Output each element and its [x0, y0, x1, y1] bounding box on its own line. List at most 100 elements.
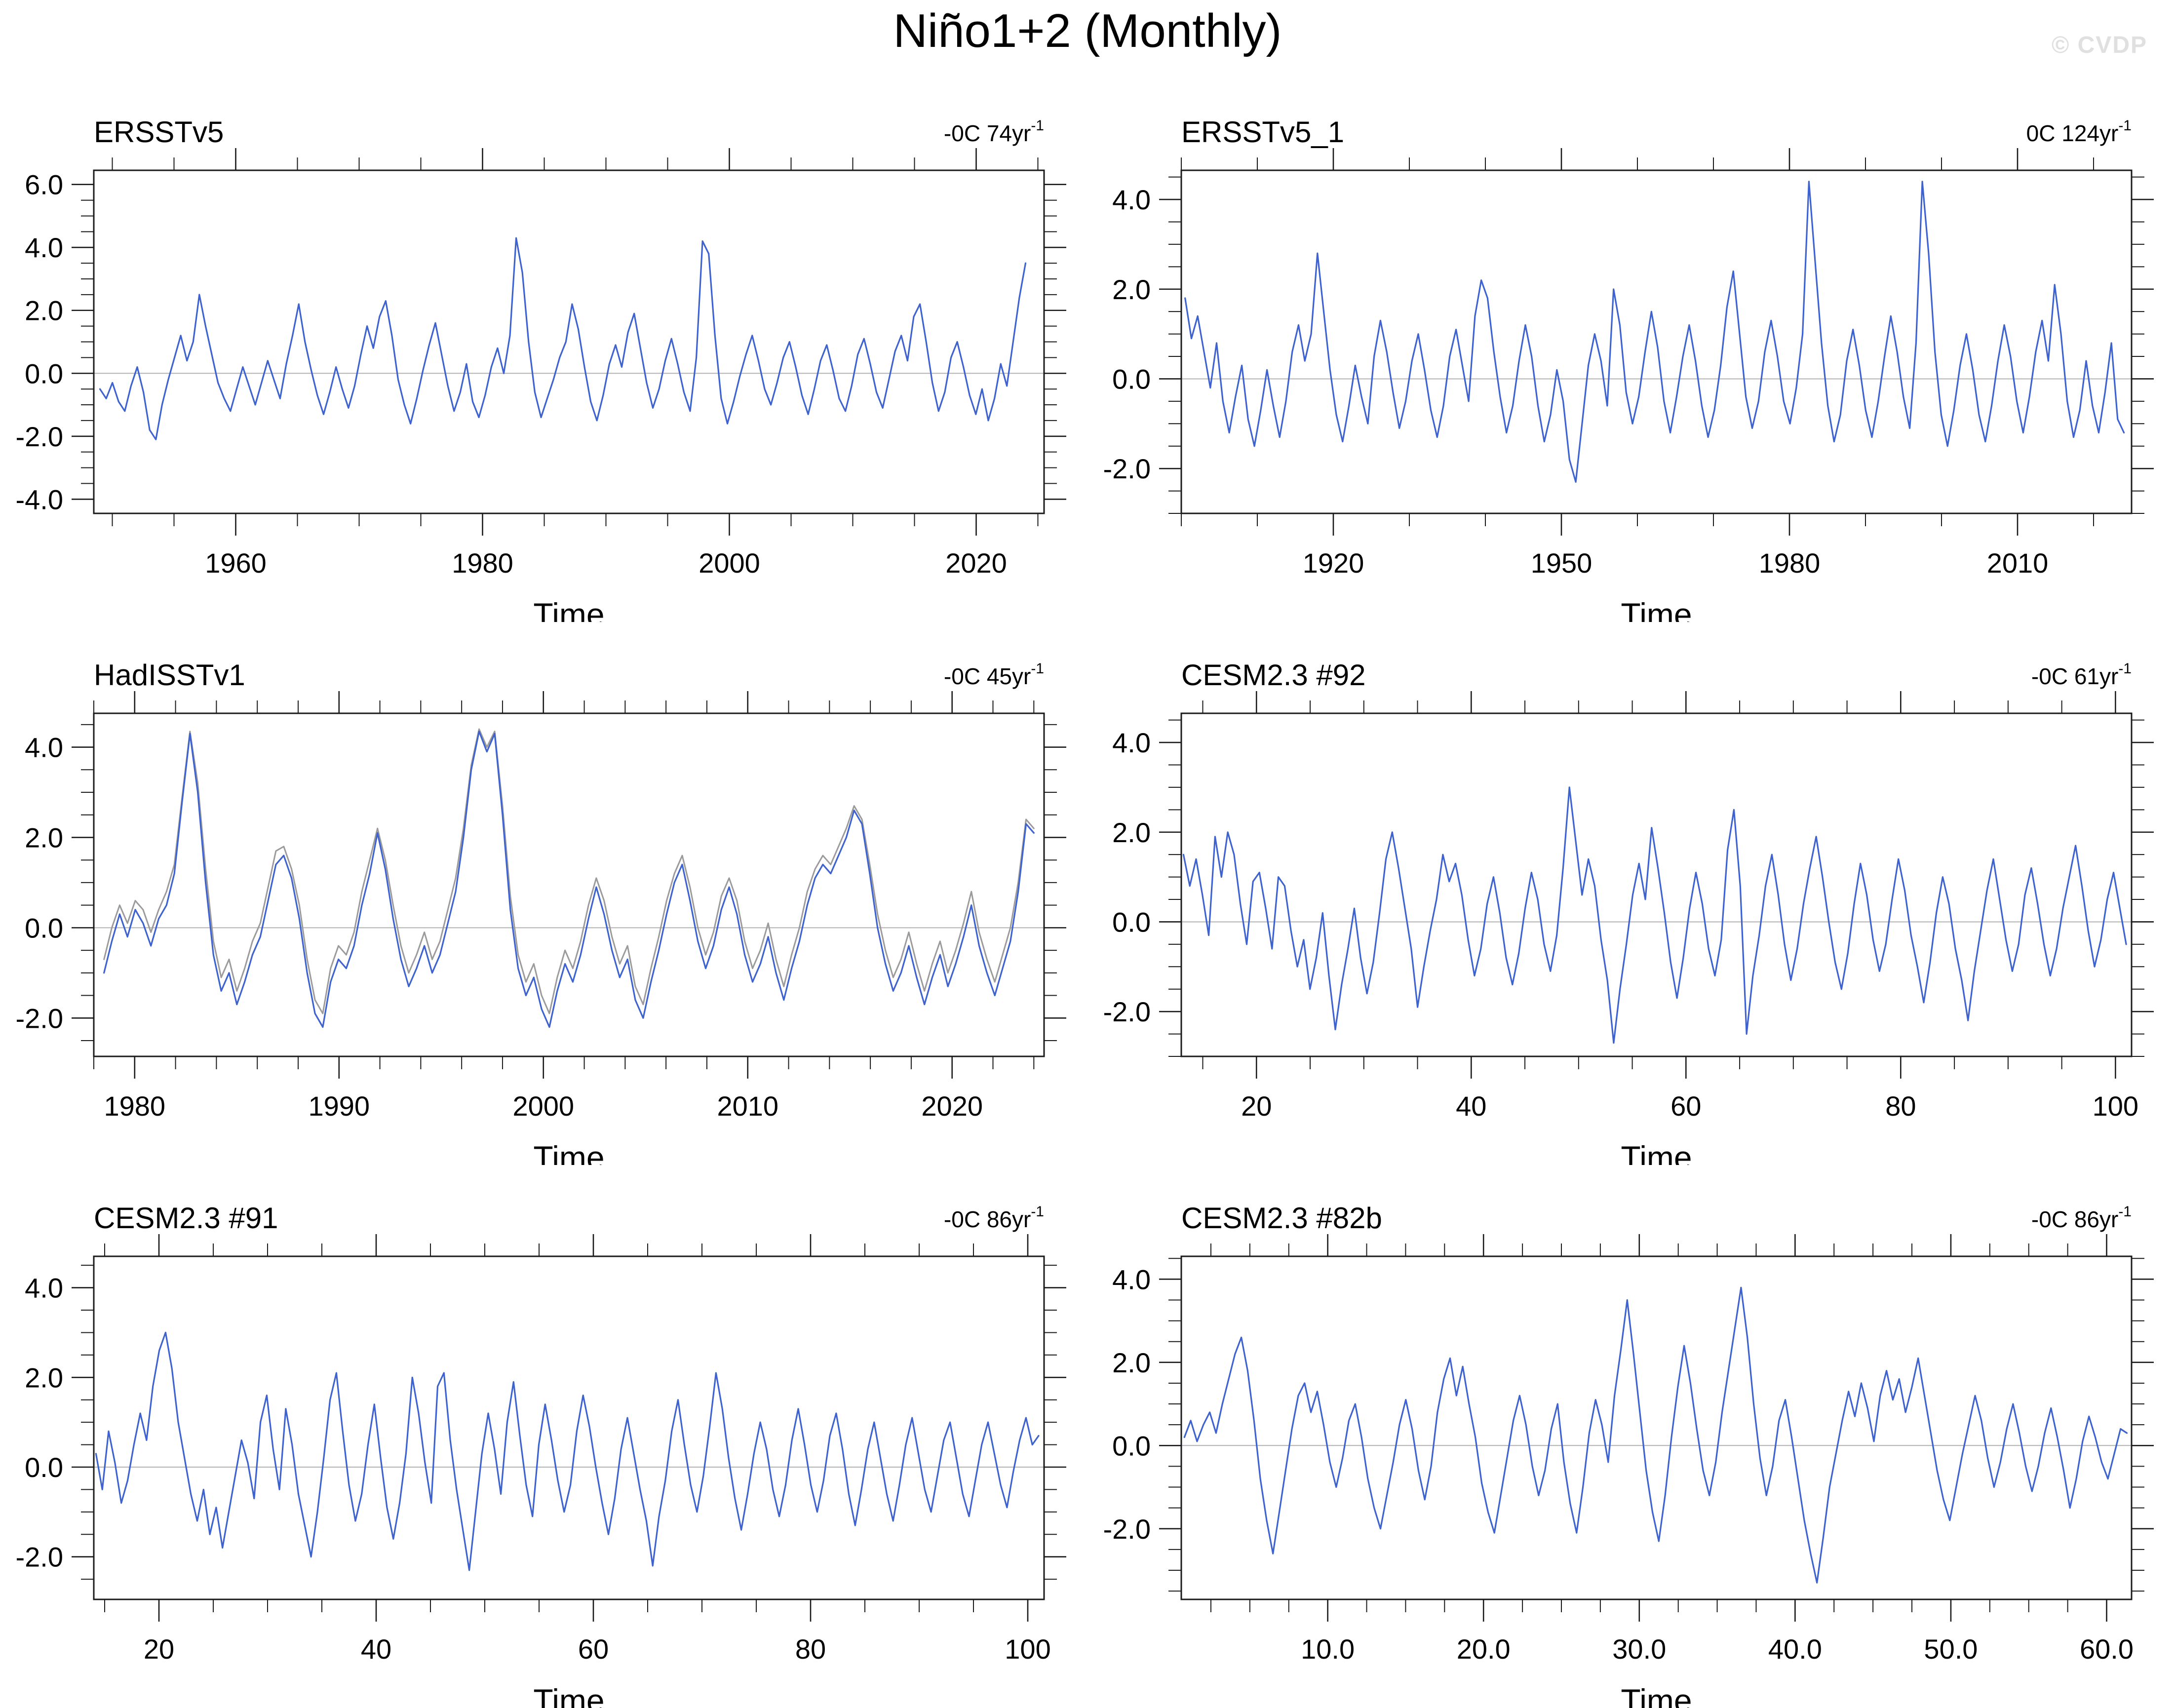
- x-tick-label: 80: [1885, 1090, 1916, 1122]
- y-tick-label: 0.0: [25, 912, 63, 943]
- x-tick-label: 80: [795, 1633, 826, 1665]
- chart-panel-5: -2.0 0.0 2.0 4.0 20 40 60 80 100 CESM2.3 #91 -0C 8…: [0, 1165, 1088, 1708]
- y-tick-label: -4.0: [16, 484, 64, 515]
- time-series-plot: -2.0 0.0 2.0 4.0 20 40 60 80 100 CESM2.3 #92 -0C 6…: [1103, 659, 2154, 1165]
- y-tick-label: 2.0: [25, 1362, 63, 1393]
- y-tick-label: 0.0: [25, 1452, 63, 1483]
- series-line-primary: [103, 731, 1035, 1028]
- time-series-plot: -2.0 0.0 2.0 4.0 1980 1990 2000 2010 2020 HadISST…: [16, 659, 1066, 1165]
- x-tick-label: 20: [1241, 1090, 1272, 1122]
- panel-title: HadISSTv1: [94, 659, 245, 692]
- series-line-primary: [95, 1331, 1040, 1571]
- x-tick-label: 2020: [945, 547, 1007, 579]
- y-tick-label: 4.0: [1112, 184, 1151, 215]
- x-axis-label: Time: [533, 1682, 604, 1708]
- charts-grid: -4.0 -2.0 0.0 2.0 4.0 6.0 1960 1980 2000 2020 ERSS…: [0, 79, 2175, 1708]
- y-tick-label: 0.0: [25, 358, 63, 389]
- x-axis-label: Time: [1621, 1682, 1692, 1708]
- chart-panel-2: -2.0 0.0 2.0 4.0 1920 1950 1980 2010 ERSSTv5_1 0C…: [1088, 79, 2175, 622]
- plot-frame: [1180, 712, 2133, 1057]
- x-tick-label: 20.0: [1457, 1633, 1511, 1665]
- trend-annotation: 0C 124yr-1: [2026, 117, 2132, 146]
- panel-title: CESM2.3 #91: [94, 1202, 278, 1235]
- x-axis-label: Time: [1621, 1139, 1692, 1165]
- page-title: Niño1+2 (Monthly): [893, 4, 1282, 57]
- x-tick-label: 1980: [1759, 547, 1821, 579]
- y-tick-label: 2.0: [1112, 817, 1151, 848]
- chart-panel-3: -2.0 0.0 2.0 4.0 1980 1990 2000 2010 2020 HadISST…: [0, 622, 1088, 1165]
- time-series-plot: -2.0 0.0 2.0 4.0 1920 1950 1980 2010 ERSSTv5_1 0C…: [1103, 116, 2154, 622]
- y-tick-label: 2.0: [1112, 1347, 1151, 1378]
- y-tick-label: -2.0: [1103, 996, 1151, 1027]
- y-tick-label: 4.0: [1112, 727, 1151, 758]
- panel-title: ERSSTv5: [94, 116, 224, 149]
- panel-title: CESM2.3 #92: [1181, 659, 1366, 692]
- y-tick-label: 4.0: [25, 732, 63, 763]
- y-tick-label: 6.0: [25, 169, 63, 200]
- x-tick-label: 1950: [1531, 547, 1592, 579]
- cvdp-watermark: © CVDP: [2051, 32, 2147, 58]
- x-tick-label: 40: [1456, 1090, 1486, 1122]
- chart-panel-4: -2.0 0.0 2.0 4.0 20 40 60 80 100 CESM2.3 #92 -0C 6…: [1088, 622, 2175, 1165]
- x-tick-label: 50.0: [1924, 1633, 1978, 1665]
- x-tick-label: 1960: [205, 547, 267, 579]
- trend-annotation: -0C 45yr-1: [944, 660, 1044, 689]
- x-tick-label: 60: [1670, 1090, 1701, 1122]
- y-tick-label: -2.0: [1103, 1514, 1151, 1545]
- y-tick-label: -2.0: [1103, 453, 1151, 484]
- panel-title: CESM2.3 #82b: [1181, 1202, 1382, 1235]
- series-line-primary: [1183, 1286, 2128, 1584]
- y-tick-label: -2.0: [16, 421, 64, 452]
- y-tick-label: 2.0: [1112, 274, 1151, 305]
- x-tick-label: 60.0: [2080, 1633, 2134, 1665]
- x-tick-label: 2020: [921, 1090, 983, 1122]
- plot-frame: [1180, 1255, 2133, 1600]
- time-series-plot: -2.0 0.0 2.0 4.0 20 40 60 80 100 CESM2.3 #91 -0C 8…: [16, 1202, 1066, 1708]
- y-tick-label: -2.0: [16, 1003, 64, 1034]
- plot-frame: [1180, 169, 2133, 514]
- trend-annotation: -0C 86yr-1: [944, 1203, 1044, 1232]
- trend-annotation: -0C 74yr-1: [944, 117, 1044, 146]
- plot-frame: [93, 1255, 1045, 1600]
- y-tick-label: 2.0: [25, 295, 63, 326]
- x-tick-label: 1980: [452, 547, 513, 579]
- panel-title: ERSSTv5_1: [1181, 116, 1344, 149]
- x-tick-label: 1920: [1303, 547, 1364, 579]
- plot-frame: [93, 169, 1045, 514]
- x-tick-label: 100: [1005, 1633, 1050, 1665]
- x-tick-label: 2010: [717, 1090, 778, 1122]
- x-tick-label: 1980: [104, 1090, 166, 1122]
- x-axis-label: Time: [533, 596, 604, 622]
- x-tick-label: 20: [144, 1633, 174, 1665]
- series-line-primary: [99, 237, 1027, 440]
- time-series-plot: -4.0 -2.0 0.0 2.0 4.0 6.0 1960 1980 2000 2020 ERSS…: [16, 116, 1066, 622]
- x-tick-label: 2010: [1987, 547, 2049, 579]
- x-axis-label: Time: [1621, 596, 1692, 622]
- x-axis-label: Time: [533, 1139, 604, 1165]
- time-series-plot: -2.0 0.0 2.0 4.0 10.0 20.0 30.0 40.0 50.0 60.0 CES…: [1103, 1202, 2154, 1708]
- y-tick-label: 4.0: [1112, 1264, 1151, 1295]
- x-tick-label: 60: [578, 1633, 609, 1665]
- y-tick-label: 4.0: [25, 232, 63, 263]
- x-tick-label: 40: [361, 1633, 391, 1665]
- plot-frame: [93, 712, 1045, 1057]
- series-line-primary: [1182, 786, 2127, 1044]
- trend-annotation: -0C 86yr-1: [2031, 1203, 2132, 1232]
- x-tick-label: 1990: [308, 1090, 370, 1122]
- y-tick-label: 0.0: [1112, 906, 1151, 937]
- x-tick-label: 40.0: [1768, 1633, 1822, 1665]
- y-tick-label: 4.0: [25, 1273, 63, 1304]
- y-tick-label: 0.0: [1112, 363, 1151, 394]
- x-tick-label: 10.0: [1301, 1633, 1355, 1665]
- x-tick-label: 2000: [699, 547, 760, 579]
- chart-panel-1: -4.0 -2.0 0.0 2.0 4.0 6.0 1960 1980 2000 2020 ERSS…: [0, 79, 1088, 622]
- chart-panel-6: -2.0 0.0 2.0 4.0 10.0 20.0 30.0 40.0 50.0 60.0 CES…: [1088, 1165, 2175, 1708]
- y-tick-label: -2.0: [16, 1542, 64, 1573]
- x-tick-label: 30.0: [1612, 1633, 1666, 1665]
- trend-annotation: -0C 61yr-1: [2031, 660, 2132, 689]
- x-tick-label: 2000: [512, 1090, 574, 1122]
- y-tick-label: 0.0: [1112, 1430, 1151, 1461]
- y-tick-label: 2.0: [25, 822, 63, 853]
- x-tick-label: 100: [2093, 1090, 2138, 1122]
- series-line-primary: [1184, 181, 2125, 483]
